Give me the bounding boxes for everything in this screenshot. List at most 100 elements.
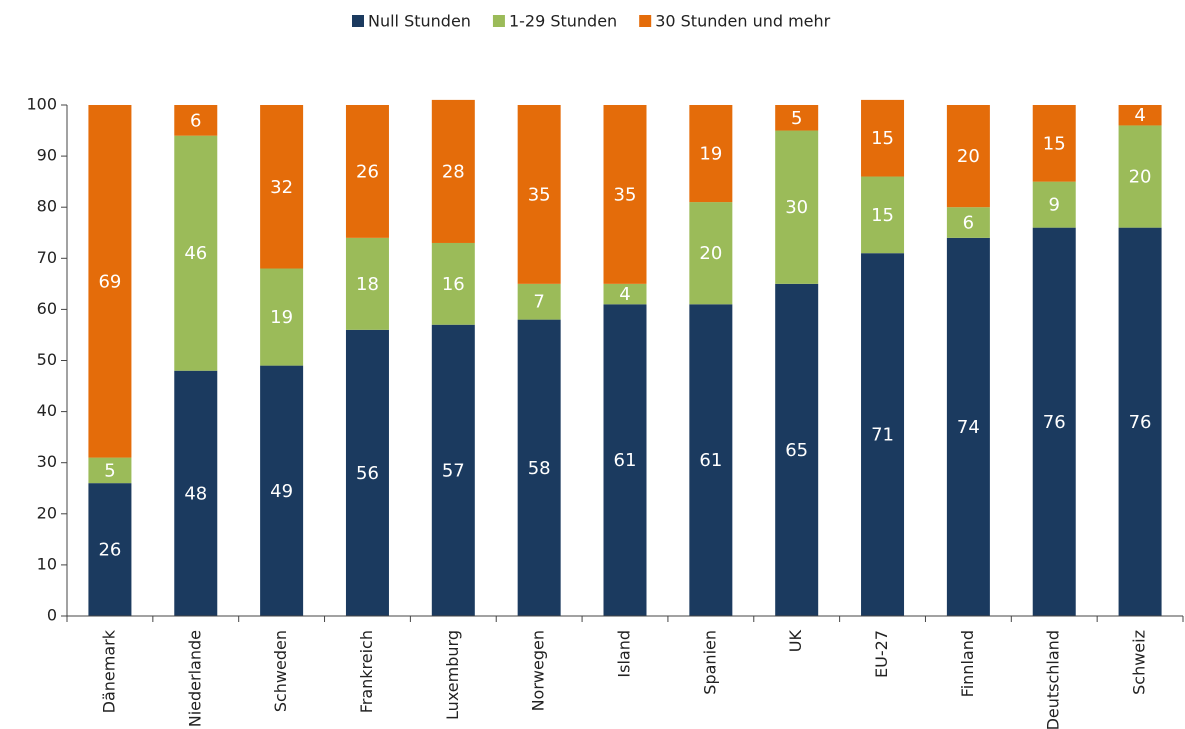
y-tick-label: 100 bbox=[26, 95, 57, 114]
value-label: 61 bbox=[699, 450, 722, 471]
x-tick-label: EU-27 bbox=[872, 630, 891, 678]
bar-segment bbox=[1032, 181, 1076, 228]
bar-segment bbox=[1118, 105, 1162, 126]
y-tick-label: 70 bbox=[37, 248, 57, 267]
value-label: 7 bbox=[533, 292, 544, 313]
legend-label: Null Stunden bbox=[368, 12, 471, 31]
legend-label: 30 Stunden und mehr bbox=[655, 12, 830, 31]
value-label: 5 bbox=[104, 460, 115, 481]
bar-segment bbox=[345, 329, 389, 616]
value-label: 35 bbox=[614, 184, 637, 205]
legend-swatch bbox=[492, 15, 505, 27]
value-label: 20 bbox=[699, 243, 722, 264]
value-label: 15 bbox=[1043, 133, 1066, 154]
x-tick-label: Island bbox=[615, 630, 634, 678]
x-tick-label: Dänemark bbox=[99, 629, 118, 713]
value-label: 57 bbox=[442, 460, 465, 481]
x-tick-label: Deutschland bbox=[1044, 630, 1063, 729]
x-tick-label: Frankreich bbox=[357, 630, 376, 713]
value-label: 48 bbox=[184, 483, 207, 504]
value-label: 46 bbox=[184, 243, 207, 264]
bar-segment bbox=[861, 253, 905, 616]
legend-swatch bbox=[352, 15, 364, 27]
bar-segment bbox=[775, 130, 819, 284]
legend-label: 1-29 Stunden bbox=[509, 12, 617, 31]
value-label: 19 bbox=[270, 307, 293, 328]
bar-segment bbox=[689, 304, 733, 616]
bar-segment bbox=[1032, 227, 1076, 616]
bar-segment bbox=[1118, 227, 1162, 616]
bar-segment bbox=[775, 283, 819, 616]
y-tick-label: 20 bbox=[37, 503, 57, 522]
bar-segment bbox=[1032, 105, 1076, 182]
value-label: 4 bbox=[619, 284, 630, 305]
x-tick-label: Niederlande bbox=[185, 630, 204, 727]
bar-segment bbox=[946, 237, 990, 617]
bar-segment bbox=[174, 105, 218, 136]
bar-segment bbox=[431, 242, 475, 325]
y-tick-label: 0 bbox=[47, 606, 57, 625]
x-tick-label: Spanien bbox=[700, 630, 719, 695]
bar-segment bbox=[431, 99, 475, 243]
value-label: 65 bbox=[785, 440, 808, 461]
value-label: 56 bbox=[356, 463, 379, 484]
value-label: 26 bbox=[98, 540, 121, 561]
y-tick-label: 60 bbox=[37, 299, 57, 318]
value-label: 61 bbox=[614, 450, 637, 471]
x-tick-label: Finnland bbox=[958, 630, 977, 697]
bar-segment bbox=[603, 304, 647, 616]
bar-segment bbox=[1118, 125, 1162, 228]
value-label: 76 bbox=[1129, 412, 1152, 433]
bar-segment bbox=[260, 365, 304, 616]
x-tick-label: Schweden bbox=[271, 630, 290, 712]
value-label: 4 bbox=[1134, 105, 1145, 126]
bar-segment bbox=[345, 105, 389, 238]
bar-segment bbox=[603, 283, 647, 305]
value-label: 15 bbox=[871, 128, 894, 149]
y-tick-label: 50 bbox=[37, 350, 57, 369]
value-label: 35 bbox=[528, 184, 551, 205]
value-label: 15 bbox=[871, 205, 894, 226]
bar-segment bbox=[88, 483, 132, 616]
value-label: 26 bbox=[356, 161, 379, 182]
y-tick-label: 40 bbox=[37, 401, 57, 420]
value-label: 28 bbox=[442, 161, 465, 182]
value-label: 6 bbox=[190, 110, 201, 131]
bar-segment bbox=[431, 324, 475, 616]
bar-segment bbox=[775, 105, 819, 131]
bar-segment bbox=[603, 105, 647, 284]
bar-segment bbox=[517, 319, 561, 616]
bar-segment bbox=[174, 135, 218, 371]
y-tick-label: 10 bbox=[37, 554, 57, 573]
value-label: 30 bbox=[785, 197, 808, 218]
bar-segment bbox=[517, 283, 561, 320]
bar-segment bbox=[260, 105, 304, 269]
bar-segment bbox=[689, 105, 733, 203]
y-tick-label: 90 bbox=[37, 146, 57, 165]
bar-segment bbox=[88, 105, 132, 458]
value-label: 32 bbox=[270, 177, 293, 198]
value-label: 49 bbox=[270, 481, 293, 502]
value-label: 20 bbox=[1129, 167, 1152, 188]
bar-segment bbox=[260, 268, 304, 366]
x-tick-label: Luxemburg bbox=[443, 630, 462, 720]
value-label: 6 bbox=[963, 213, 974, 234]
bar-segment bbox=[88, 457, 132, 484]
bar-segment bbox=[861, 176, 905, 254]
bar-segment bbox=[946, 207, 990, 238]
x-tick-label: UK bbox=[786, 629, 805, 652]
bar-segment bbox=[861, 99, 905, 177]
bar-segment bbox=[946, 105, 990, 208]
value-label: 20 bbox=[957, 146, 980, 167]
value-label: 69 bbox=[98, 271, 121, 292]
value-label: 58 bbox=[528, 458, 551, 479]
bar-segment bbox=[345, 237, 389, 330]
value-label: 74 bbox=[957, 417, 980, 438]
value-label: 18 bbox=[356, 274, 379, 295]
value-label: 9 bbox=[1049, 195, 1060, 216]
value-label: 16 bbox=[442, 274, 465, 295]
bar-segment bbox=[517, 105, 561, 284]
value-label: 19 bbox=[699, 144, 722, 165]
y-tick-label: 80 bbox=[37, 197, 57, 216]
